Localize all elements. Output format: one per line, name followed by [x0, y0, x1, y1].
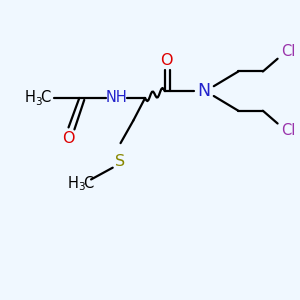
Text: H: H — [68, 176, 79, 191]
Text: Cl: Cl — [281, 44, 296, 59]
Text: C: C — [40, 91, 50, 106]
Text: NH: NH — [106, 89, 128, 104]
Text: Cl: Cl — [281, 123, 296, 138]
Text: O: O — [160, 53, 173, 68]
Text: 3: 3 — [78, 182, 85, 192]
Text: N: N — [197, 82, 211, 100]
Text: H: H — [25, 91, 36, 106]
Text: S: S — [115, 154, 124, 169]
Text: C: C — [83, 176, 93, 191]
Text: O: O — [62, 131, 75, 146]
Text: 3: 3 — [35, 97, 41, 107]
